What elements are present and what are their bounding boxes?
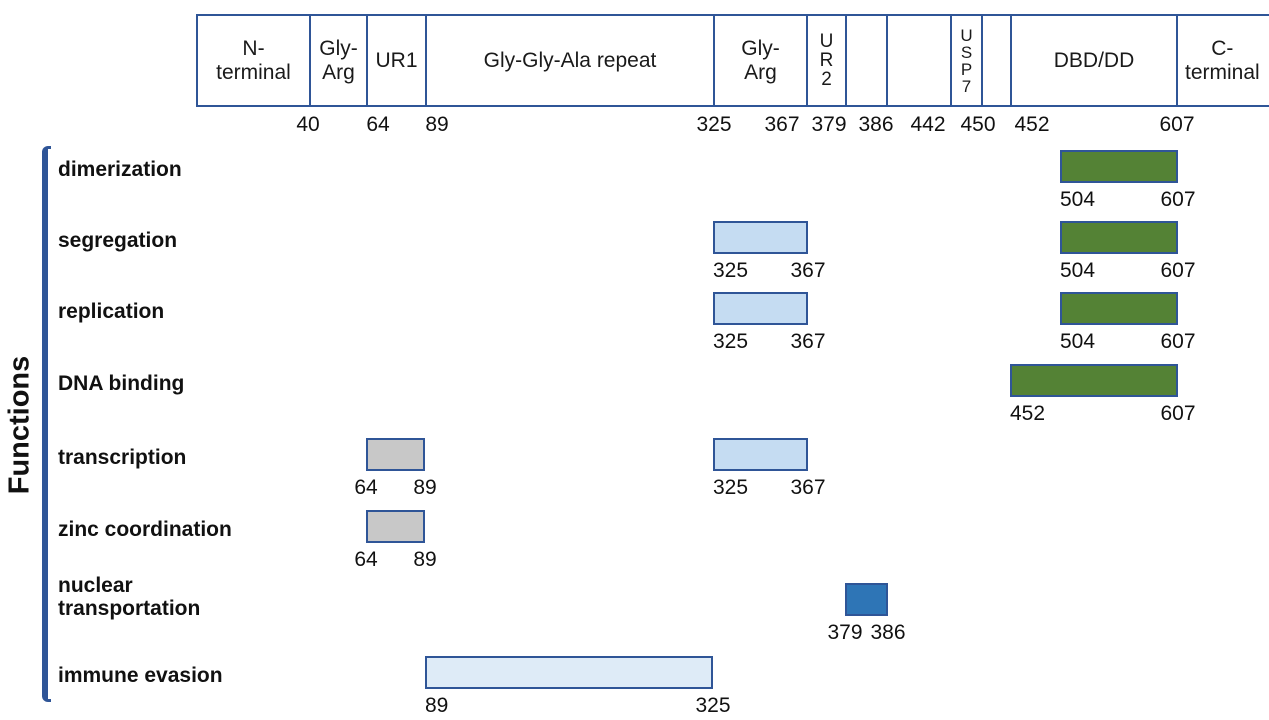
- domain-ur2: U R 2: [806, 14, 847, 107]
- region-end-label: 367: [790, 330, 826, 353]
- domain-gly-arg-2: Gly- Arg: [713, 14, 808, 107]
- function-label: zinc coordination: [58, 518, 232, 541]
- function-region-bar: [425, 656, 713, 689]
- domain-label: N L S: [859, 31, 874, 90]
- region-end-label: 607: [1160, 188, 1196, 211]
- domain-gly-gly-ala-repeat: Gly-Gly-Ala repeat: [425, 14, 715, 107]
- position-label: 325: [696, 113, 732, 136]
- functions-axis-title: Functions: [3, 355, 36, 495]
- region-end-label: 367: [790, 476, 826, 499]
- region-end-label: 325: [695, 694, 731, 717]
- domain-label: U S P 7: [960, 25, 973, 96]
- domain-gly-arg-1: Gly- Arg: [309, 14, 368, 107]
- position-label: 452: [1014, 113, 1050, 136]
- region-start-label: 504: [1060, 259, 1096, 282]
- domain-dbd-dd: DBD/DD: [1010, 14, 1178, 107]
- position-label: 386: [858, 113, 894, 136]
- function-label: replication: [58, 300, 165, 323]
- region-end-label: 367: [790, 259, 826, 282]
- domain-label: DBD/DD: [1053, 48, 1135, 72]
- function-region-bar: [1060, 221, 1178, 254]
- region-start-label: 504: [1060, 188, 1096, 211]
- domain-label: N- terminal: [216, 36, 291, 84]
- region-start-label: 325: [713, 330, 749, 353]
- region-start-label: 325: [713, 476, 749, 499]
- region-start-label: 64: [354, 476, 378, 499]
- region-start-label: 89: [425, 694, 449, 717]
- function-region-bar: [366, 510, 425, 543]
- function-label: transcription: [58, 446, 187, 469]
- domain-ur1: UR1: [366, 14, 427, 107]
- position-label: 89: [425, 113, 449, 136]
- region-end-label: 89: [413, 548, 437, 571]
- region-start-label: 379: [827, 621, 863, 644]
- domain-c-terminal: C- terminal: [1176, 14, 1269, 107]
- domain-blank-1: [886, 14, 952, 107]
- position-label: 64: [366, 113, 390, 136]
- function-region-bar: [845, 583, 888, 616]
- domain-n-terminal: N- terminal: [196, 14, 311, 107]
- function-region-bar: [713, 438, 808, 471]
- function-label: immune evasion: [58, 664, 223, 687]
- position-label: 379: [811, 113, 847, 136]
- position-label: 40: [296, 113, 320, 136]
- domain-nls: N L S: [845, 14, 888, 107]
- domain-label: Gly-Gly-Ala repeat: [483, 48, 657, 72]
- functions-bracket: [42, 146, 51, 702]
- domain-label: C- terminal: [1185, 36, 1260, 84]
- function-region-bar: [1060, 150, 1178, 183]
- function-region-bar: [713, 292, 808, 325]
- function-region-bar: [366, 438, 425, 471]
- position-label: 450: [960, 113, 996, 136]
- function-region-bar: [1010, 364, 1178, 397]
- region-end-label: 607: [1160, 402, 1196, 425]
- function-region-bar: [713, 221, 808, 254]
- domain-label: Gly- Arg: [741, 36, 780, 84]
- function-label: nuclear transportation: [58, 574, 201, 620]
- region-start-label: 504: [1060, 330, 1096, 353]
- region-end-label: 89: [413, 476, 437, 499]
- region-start-label: 325: [713, 259, 749, 282]
- domain-usp7: U S P 7: [950, 14, 983, 107]
- region-start-label: 64: [354, 548, 378, 571]
- region-end-label: 386: [870, 621, 906, 644]
- position-label: 367: [764, 113, 800, 136]
- function-label: segregation: [58, 229, 178, 252]
- region-start-label: 452: [1010, 402, 1046, 425]
- domain-label: Gly- Arg: [319, 36, 358, 84]
- region-end-label: 607: [1160, 330, 1196, 353]
- region-end-label: 607: [1160, 259, 1196, 282]
- domain-label: U R 2: [819, 31, 834, 90]
- function-region-bar: [1060, 292, 1178, 325]
- position-label: 607: [1159, 113, 1195, 136]
- position-label: 442: [910, 113, 946, 136]
- function-label: DNA binding: [58, 372, 185, 395]
- domain-blank-2: [981, 14, 1012, 107]
- domain-label: UR1: [375, 48, 418, 72]
- function-label: dimerization: [58, 158, 182, 181]
